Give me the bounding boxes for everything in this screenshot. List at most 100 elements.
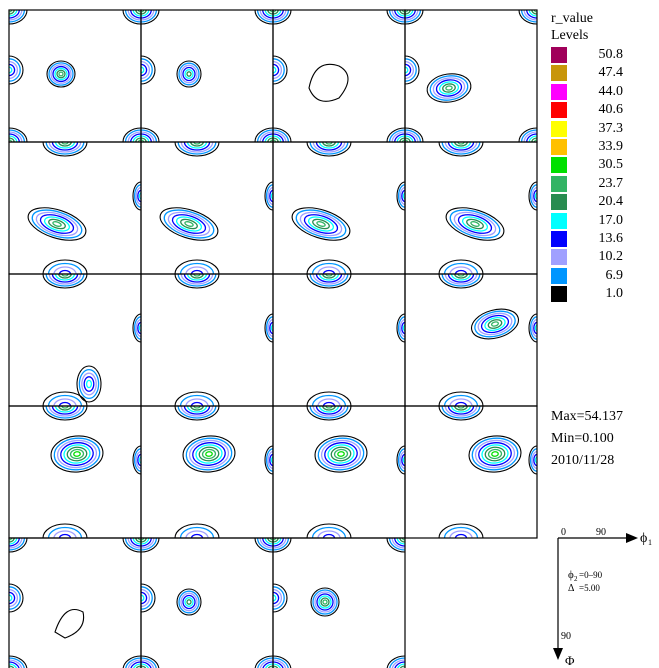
contour-line — [193, 142, 201, 145]
contour-line — [45, 406, 85, 419]
contour-line — [185, 437, 233, 471]
contour-line — [445, 85, 453, 91]
contour-line — [438, 523, 484, 538]
contour-line — [322, 401, 336, 406]
contour-line — [159, 207, 219, 241]
contour-line — [325, 142, 333, 145]
contour-line — [273, 583, 288, 613]
contour-line — [167, 211, 211, 237]
contour-line — [61, 274, 69, 277]
contour-line — [429, 75, 469, 101]
contour-line — [534, 324, 537, 332]
contour-line — [316, 221, 326, 227]
contour-line — [273, 591, 280, 605]
contour-line — [445, 207, 505, 241]
contour-line — [180, 274, 214, 285]
odf-section — [273, 10, 405, 142]
contour-line — [491, 451, 499, 457]
contour-line — [426, 73, 472, 103]
contour-line — [186, 71, 192, 77]
contour-line — [291, 207, 351, 241]
contour-line — [265, 316, 273, 340]
section-frame — [140, 141, 274, 275]
contour-line — [48, 62, 74, 86]
contour-line — [83, 376, 95, 392]
contour-line — [39, 214, 75, 234]
legend-level-label: 40.6 — [598, 102, 624, 118]
contour-line — [174, 142, 220, 157]
contour-line — [315, 406, 343, 415]
odf-section — [141, 538, 273, 668]
contour-line — [177, 274, 217, 287]
odf-section — [273, 538, 405, 668]
phi1-arrow-icon — [626, 533, 638, 543]
contour-line — [447, 142, 475, 151]
contour-line — [317, 530, 341, 538]
contour-line — [58, 274, 72, 279]
legend-swatch — [551, 47, 567, 63]
legend-swatch — [551, 157, 567, 174]
contour-line — [528, 313, 537, 343]
contour-line — [188, 439, 230, 469]
contour-line — [306, 523, 352, 538]
section-frame — [8, 141, 142, 275]
contour-line — [179, 394, 215, 406]
legend-level-label: 23.7 — [598, 175, 624, 191]
contour-line — [195, 444, 223, 464]
legend-level-label: 33.9 — [598, 138, 624, 154]
contour-line — [56, 69, 66, 79]
contour-line — [441, 142, 481, 155]
contour-line — [61, 406, 69, 409]
contour-line — [399, 450, 405, 470]
contour-line — [186, 142, 208, 149]
axes-key: 0 90 ϕ 1 ϕ 2 =0–90 Δ =5.00 90 Φ — [553, 527, 652, 666]
contour-line — [303, 214, 339, 234]
contour-line — [520, 10, 537, 23]
legend-entry: 23.7 — [551, 175, 656, 193]
contour-line — [471, 437, 519, 471]
contour-line — [56, 439, 98, 469]
contour-line — [78, 368, 100, 400]
contour-line — [174, 391, 220, 406]
contour-line — [9, 55, 24, 85]
phi2-range: =0–90 — [579, 570, 603, 580]
contour-line — [190, 401, 204, 406]
contour-line — [48, 218, 66, 230]
contour-line — [449, 398, 473, 406]
contour-line — [45, 142, 85, 155]
contour-line — [457, 142, 465, 145]
contour-line — [180, 592, 198, 612]
contour-line — [176, 588, 202, 616]
contour-line — [190, 406, 204, 411]
contour-line — [267, 318, 273, 338]
y-end-label: 90 — [561, 631, 571, 642]
odf-section — [42, 406, 141, 538]
contour-line — [531, 186, 537, 206]
contour-line — [186, 406, 208, 413]
contour-line — [438, 259, 484, 274]
legend-entry: 37.3 — [551, 120, 656, 138]
legend-entry: 40.6 — [551, 101, 656, 119]
contour-line — [51, 142, 79, 151]
contour-line — [317, 437, 365, 471]
contour-line — [9, 594, 13, 602]
contour-line — [325, 274, 333, 277]
contour-line — [9, 66, 13, 74]
contour-line — [454, 269, 468, 274]
contour-line — [481, 444, 509, 464]
legend-entry: 17.0 — [551, 212, 656, 230]
contour-line — [53, 398, 77, 406]
contour-line — [85, 379, 93, 389]
contour-line — [454, 274, 468, 279]
Phi-arrow-icon — [553, 648, 563, 660]
contour-line — [450, 274, 472, 281]
contour-line — [447, 274, 475, 283]
contour-line — [190, 269, 204, 274]
contour-line — [184, 221, 194, 227]
contour-line — [163, 209, 215, 239]
contour-line — [450, 406, 472, 413]
contour-line — [295, 209, 347, 239]
contour-line — [441, 406, 481, 419]
contour-line — [141, 66, 145, 74]
contour-line — [48, 274, 82, 285]
